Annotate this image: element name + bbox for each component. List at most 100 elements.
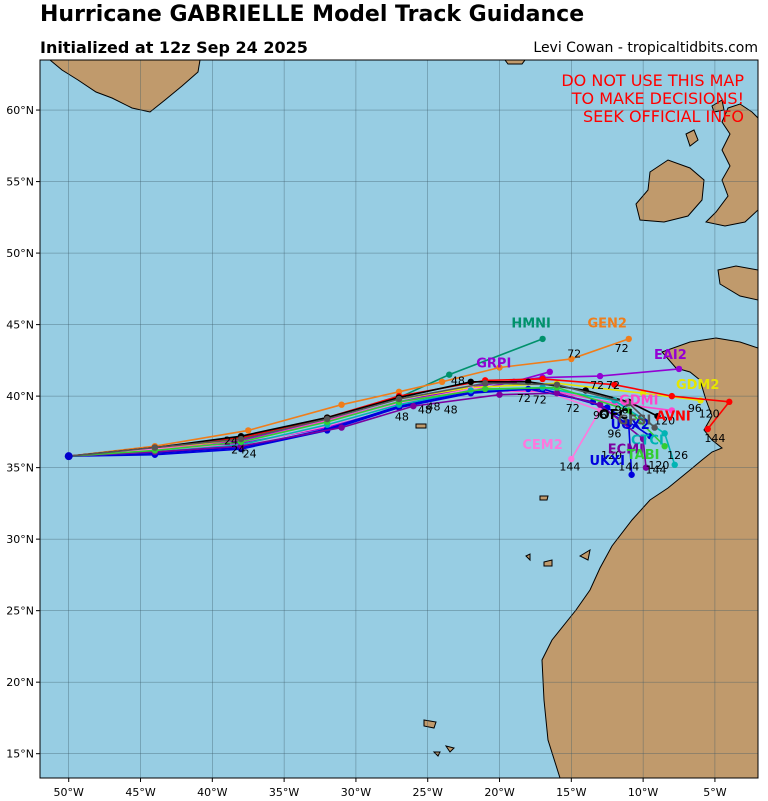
land-canaries-2 [578,548,591,561]
forecast-hour-label: 144 [646,463,667,476]
forecast-hour-label: 96 [615,403,629,416]
land-brittany [717,265,758,301]
forecast-hour-label: 126 [667,449,688,462]
x-tick-label: 15°W [556,786,586,799]
land-canaries-3 [525,553,531,562]
warning-box: DO NOT USE THIS MAP TO MAKE DECISIONS! S… [561,71,744,126]
track-point [496,364,503,371]
track-point [553,390,561,397]
model-label: GRPI [476,357,511,372]
model-label: GDMI [619,394,658,409]
forecast-hour-label: 144 [704,432,725,445]
model-label: GFSI [618,414,652,429]
x-tick-label: 45°W [125,786,155,799]
model-label: ECMI [608,442,644,457]
forecast-hour-label: 72 [533,393,547,406]
x-tick-label: 30°W [341,786,371,799]
forecast-hour-label: 72 [590,379,604,392]
land-canaries-1 [543,559,553,567]
track-point [625,407,632,414]
forecast-hour-label: 72 [517,392,531,405]
map-frame [39,59,759,779]
start-point [64,452,73,461]
track-point [668,392,676,400]
track-point [481,385,489,393]
warning-line-1: DO NOT USE THIS MAP [561,71,744,90]
track-point [628,471,635,478]
y-tick-label: 15°N [6,748,34,761]
model-label: TABI [627,448,660,463]
y-tick-label: 30°N [6,533,34,546]
land-madeira [539,495,549,501]
forecast-hour-label: 144 [618,460,639,473]
model-label: CTCI [631,434,664,449]
track-point [546,368,553,376]
x-tick-label: 20°W [484,786,514,799]
land-capeverde-1 [423,719,437,729]
model-label: UKXI [589,454,625,469]
forecast-hour-label: 72 [567,347,581,360]
track-point [151,444,159,451]
page-title: Hurricane GABRIELLE Model Track Guidance [40,2,585,27]
track-point [661,442,668,450]
x-tick-label: 10°W [628,786,658,799]
track-point [395,395,403,403]
forecast-hour-label: 144 [559,460,580,473]
y-tick-label: 40°N [6,390,34,403]
track-point [237,435,245,443]
track-point [446,371,453,378]
warning-line-3: SEEK OFFICIAL INFO [583,107,744,126]
forecast-hour-label: 120 [699,408,720,421]
track-point [596,407,604,414]
y-tick-label: 45°N [6,319,34,332]
model-label: OFCI [599,408,633,423]
track-point [324,415,331,423]
forecast-hour-label: 72 [606,379,620,392]
forecast-hour-label: 96 [607,428,621,441]
y-tick-label: 50°N [6,247,34,260]
track-point [704,425,711,433]
track-point [639,390,647,397]
model-label: UCX2 [611,418,650,433]
model-label: GDM2 [676,378,719,393]
track-point [338,401,345,408]
axis-ticks: 50°W 45°W 40°W 35°W 30°W 25°W 20°W 15°W 10°W 5°W 1… [6,104,726,799]
forecast-hour-label: 24 [224,435,238,448]
land-hebrides [685,129,699,147]
track-point [668,407,676,414]
init-subtitle: Initialized at 12z Sep 24 2025 [40,38,308,57]
track-point [596,401,604,408]
track-point [245,427,252,434]
track-point [671,461,678,468]
x-tick-label: 25°W [413,786,443,799]
track-point [410,402,417,410]
track-point [651,424,658,431]
track-point [654,412,661,420]
forecast-hour-label: 120 [601,449,622,462]
track-point [539,335,546,343]
land-britain [704,103,758,227]
forecast-hour-label: 48 [451,375,465,388]
track-point [568,355,575,363]
track-point [625,400,632,407]
track-line [68,381,658,457]
forecast-hour-label: 48 [444,403,458,416]
land-iberia-africa [541,337,758,778]
y-tick-label: 25°N [6,605,34,618]
y-tick-label: 35°N [6,462,34,475]
forecast-hour-label: 48 [426,400,440,413]
forecast-hour-label: 96 [593,409,607,422]
forecast-hour-label: 72 [615,342,629,355]
x-tick-label: 40°W [197,786,227,799]
track-layer [64,335,733,478]
track-point [338,424,345,431]
forecast-hour-label: 24 [231,443,245,456]
track-point [661,430,668,437]
y-tick-label: 60°N [6,104,34,117]
track-point [481,380,489,387]
warning-line-2: TO MAKE DECISIONS! [571,89,744,108]
forecast-hour-label: 72 [566,402,580,415]
land-iceland [504,60,526,65]
